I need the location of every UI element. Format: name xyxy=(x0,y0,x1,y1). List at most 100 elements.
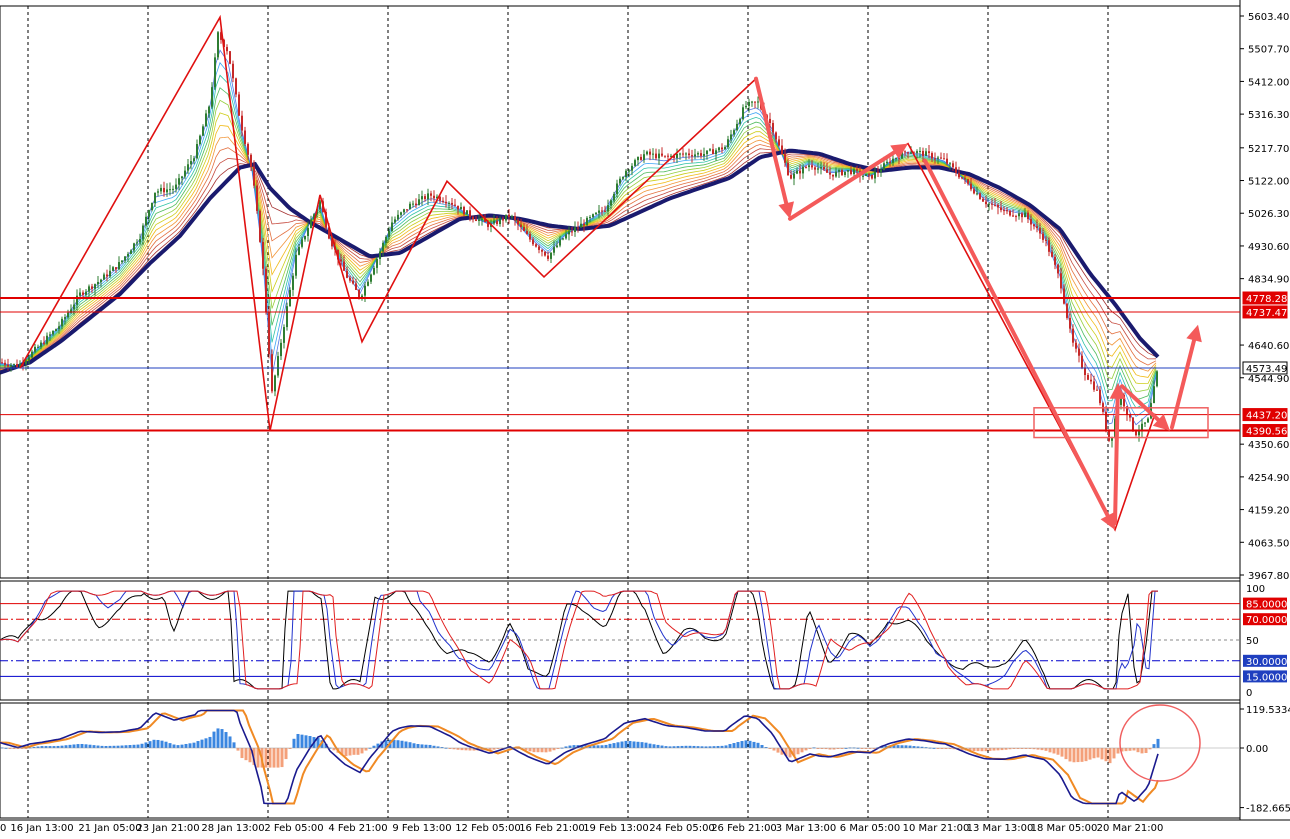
macd-histogram-bar xyxy=(1092,748,1096,759)
arrow-head xyxy=(1100,511,1115,530)
candle-body xyxy=(1090,379,1092,382)
candle-body xyxy=(1138,431,1140,436)
macd-histogram-bar xyxy=(356,748,360,755)
macd-histogram-bar xyxy=(56,745,60,748)
macd-histogram-bar xyxy=(672,746,676,748)
macd-histogram-bar xyxy=(704,746,708,748)
macd-histogram-bar xyxy=(800,748,804,753)
candle-body xyxy=(751,101,753,103)
arrow-annotation[interactable] xyxy=(1170,338,1197,430)
candle-body xyxy=(223,39,225,48)
candle-body xyxy=(871,174,873,179)
candle-body xyxy=(415,203,417,206)
arrow-annotation[interactable] xyxy=(754,76,789,206)
candle-body xyxy=(928,151,930,154)
candle-body xyxy=(955,167,957,173)
macd-histogram-bar xyxy=(84,744,88,748)
time-axis-label: 18 Mar 05:00 xyxy=(1031,823,1098,834)
macd-histogram-bar xyxy=(760,745,764,748)
macd-histogram-bar xyxy=(540,748,544,753)
candle-body xyxy=(373,267,375,275)
macd-panel[interactable] xyxy=(0,704,1240,805)
candle-body xyxy=(457,205,459,210)
candle-body xyxy=(604,210,606,212)
candle-body xyxy=(1072,328,1074,343)
candle-body xyxy=(73,304,75,310)
macd-histogram-bar xyxy=(932,747,936,749)
arrow-annotation[interactable] xyxy=(1120,384,1161,422)
candle-body xyxy=(559,239,561,246)
candle-body xyxy=(139,238,141,243)
candle-body xyxy=(1033,224,1035,227)
candle-body xyxy=(1060,273,1062,289)
candle-body xyxy=(880,169,882,172)
macd-histogram-bar xyxy=(1140,748,1144,754)
candle-body xyxy=(448,202,450,204)
macd-histogram-bar xyxy=(544,748,548,753)
candle-body xyxy=(13,364,15,366)
candle-body xyxy=(532,239,534,245)
candle-body xyxy=(826,169,828,173)
candle-body xyxy=(931,153,933,159)
macd-histogram-bar xyxy=(1028,748,1032,749)
candle-body xyxy=(454,204,456,206)
macd-histogram-bar xyxy=(460,748,464,751)
candle-body xyxy=(985,201,987,205)
time-axis-label: 4 Feb 21:00 xyxy=(328,823,387,834)
macd-histogram-bar xyxy=(1144,748,1148,753)
price-panel[interactable] xyxy=(0,14,1240,532)
macd-histogram-bar xyxy=(884,745,888,748)
macd-histogram-bar xyxy=(216,728,220,748)
candle-body xyxy=(733,130,735,135)
macd-histogram-bar xyxy=(108,745,112,748)
candle-body xyxy=(502,218,504,221)
macd-histogram-bar xyxy=(1012,748,1016,749)
macd-histogram-bar xyxy=(708,746,712,748)
macd-histogram-bar xyxy=(880,746,884,748)
candle-body xyxy=(148,210,150,217)
macd-histogram-bar xyxy=(1112,748,1116,759)
candle-body xyxy=(112,267,114,271)
arrow-annotation[interactable] xyxy=(1113,396,1120,525)
macd-histogram-bar xyxy=(88,744,92,748)
arrow-annotation[interactable] xyxy=(788,150,897,221)
macd-histogram-bar xyxy=(608,743,612,748)
macd-histogram-bar xyxy=(420,744,424,748)
level-price-label: 4573.49 xyxy=(1246,364,1287,375)
candle-body xyxy=(406,209,408,211)
macd-histogram-bar xyxy=(452,748,456,750)
candle-body xyxy=(424,196,426,200)
macd-histogram-bar xyxy=(184,743,188,748)
candle-body xyxy=(1003,210,1005,212)
macd-histogram-bar xyxy=(440,747,444,749)
candle-body xyxy=(391,222,393,231)
arrow-annotation[interactable] xyxy=(923,158,1110,518)
macd-histogram-bar xyxy=(768,748,772,749)
candle-body xyxy=(1063,288,1065,304)
candle-body xyxy=(97,281,99,285)
macd-histogram-bar xyxy=(1152,744,1156,748)
candle-body xyxy=(163,187,165,193)
price-axis[interactable]: 5603.40 5507.70 5412.00 5316.30 5217.70 5122.… xyxy=(1240,12,1290,815)
zigzag-annotation[interactable] xyxy=(19,14,1156,532)
candle-body xyxy=(829,172,831,175)
macd-histogram-bar xyxy=(528,748,532,752)
candle-body xyxy=(439,196,441,201)
support-zone-box[interactable] xyxy=(1033,407,1209,439)
macd-circle-annotation[interactable] xyxy=(1119,704,1201,782)
price-tick-label: 5026.30 xyxy=(1248,209,1289,220)
candle-body xyxy=(1108,429,1110,441)
stochastic-panel[interactable] xyxy=(0,590,1240,690)
time-axis-label: 28 Jan 13:00 xyxy=(201,823,264,834)
macd-histogram-bar xyxy=(684,745,688,748)
macd-histogram-bar xyxy=(864,748,868,749)
stochastic-scale-label: 85.0000 xyxy=(1246,600,1287,611)
candle-body xyxy=(250,154,252,167)
candle-body xyxy=(916,151,918,153)
candle-body xyxy=(118,262,120,270)
price-tick-label: 5217.70 xyxy=(1248,144,1289,155)
macd-histogram-bar xyxy=(1100,748,1104,760)
